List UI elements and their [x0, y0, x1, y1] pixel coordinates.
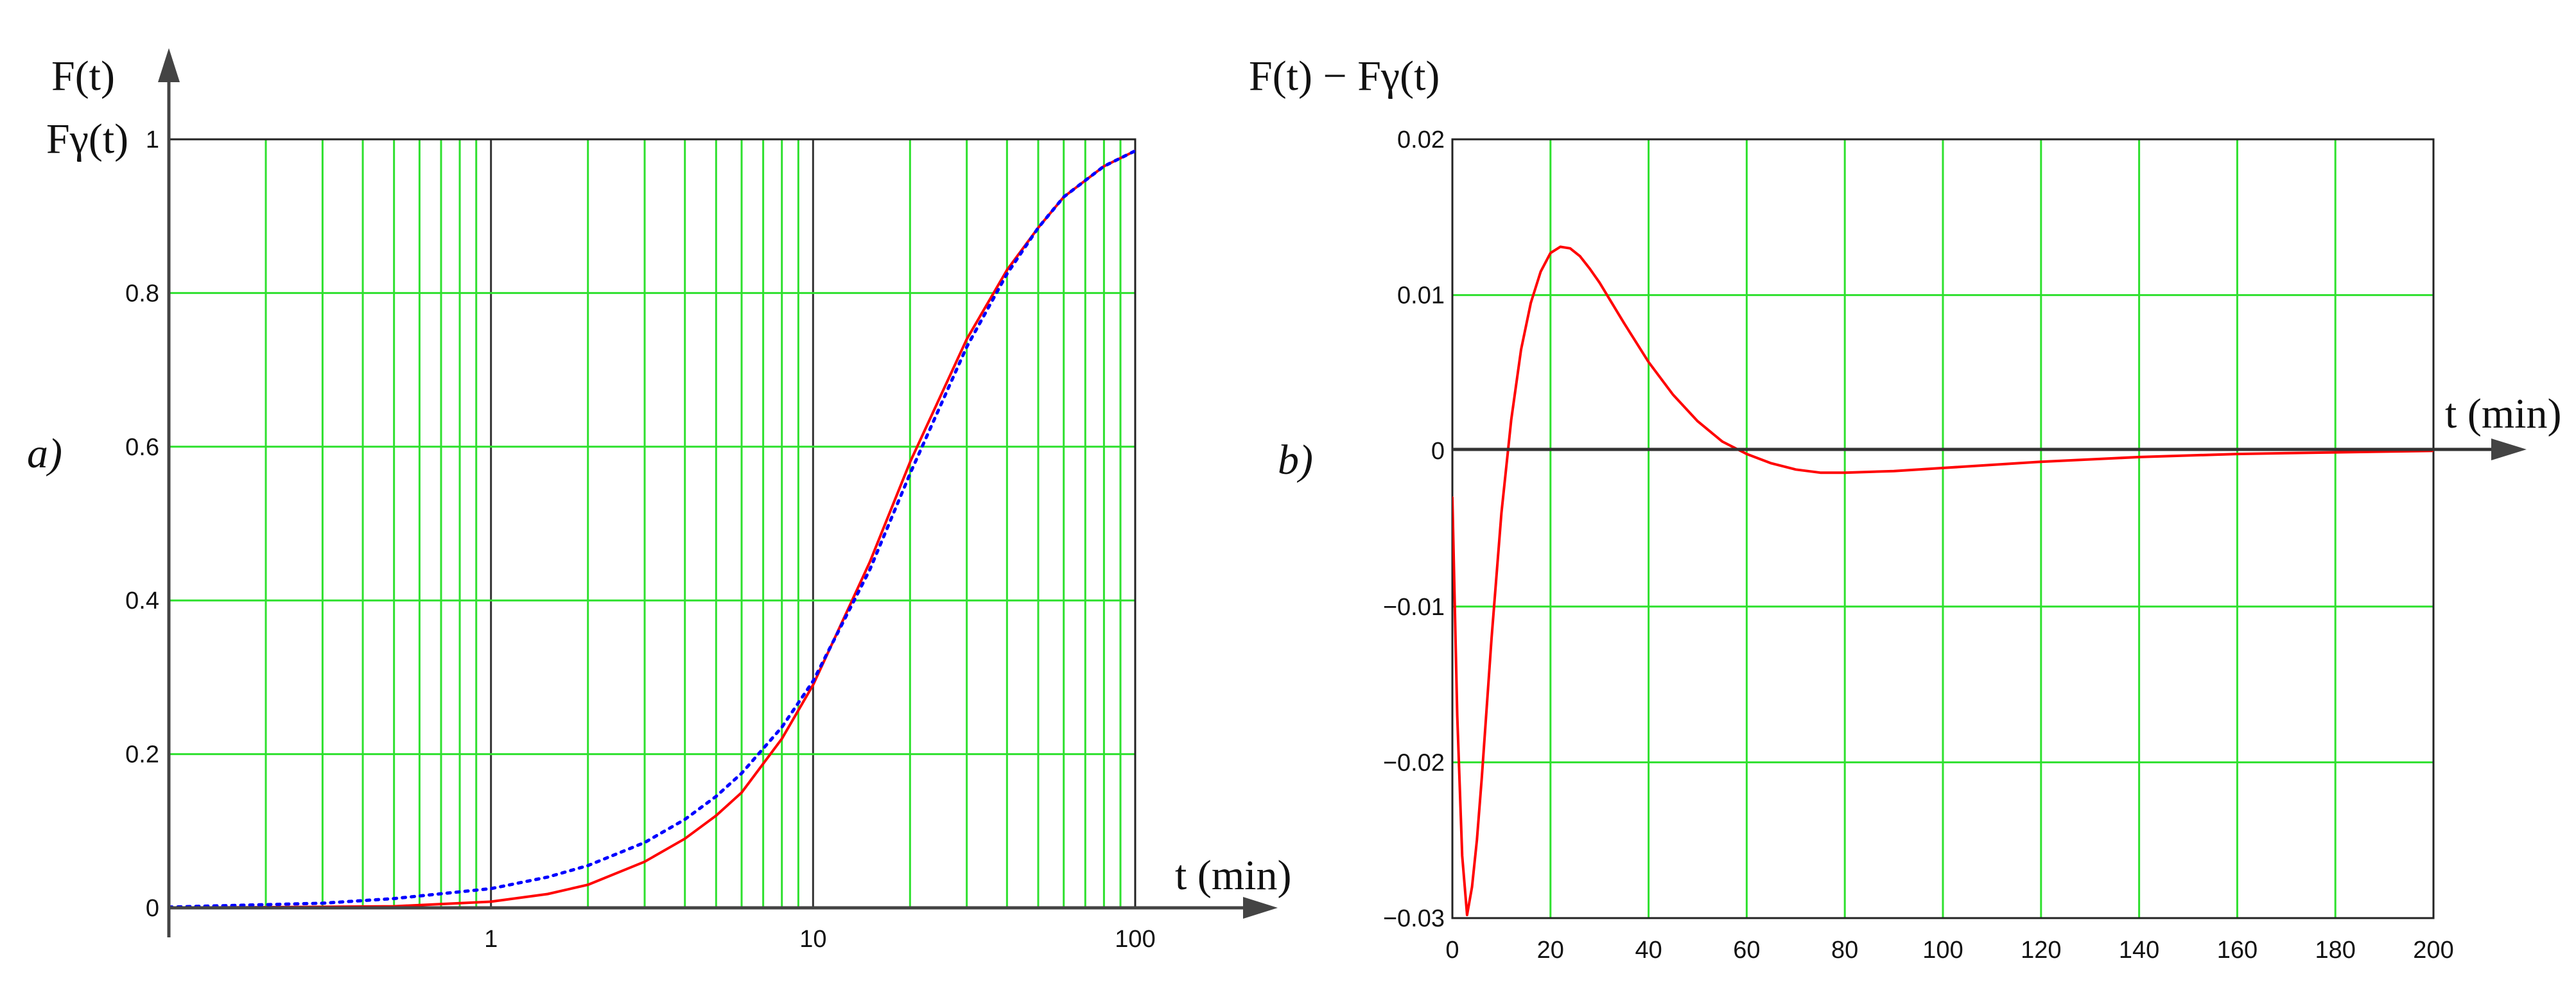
chart-b-y-tick-label: 0.01 [1397, 282, 1445, 309]
chart-a-x-tick-label: 1 [484, 926, 498, 953]
chart-a-series-1-line [169, 150, 1135, 908]
chart-a-y-axis-arrow [158, 48, 180, 82]
chart-a-series-group [169, 149, 1135, 908]
chart-b-x-tick-label: 20 [1537, 937, 1564, 964]
chart-b-ylabel: F(t) − Fγ(t) [1249, 53, 1440, 100]
chart-b-xlabel: t (min) [2445, 390, 2561, 437]
chart-a-grid [169, 139, 1135, 908]
chart-a-x-axis-arrow [1243, 897, 1278, 919]
chart-b-y-tick-label: −0.01 [1383, 594, 1445, 621]
chart-b-y-tick-label: −0.03 [1383, 905, 1445, 932]
chart-b-grid [1452, 139, 2433, 918]
chart-b-y-tick-label: 0 [1431, 438, 1445, 465]
chart-a-y-tick-label: 0.6 [125, 434, 159, 461]
chart-a-ylabel-2: Fγ(t) [46, 116, 128, 162]
chart-b-series-1-line [1452, 245, 2433, 917]
chart-a-x-tick-label: 100 [1115, 926, 1155, 953]
chart-a-y-tick-label: 0.8 [125, 280, 159, 307]
chart-b: 0.020.010−0.01−0.02−0.030 20 40 60 80 100 120 1… [1249, 53, 2561, 964]
chart-a-panel-label: a) [27, 430, 62, 477]
chart-b-x-axis-arrow [2491, 439, 2527, 460]
chart-a-frame [168, 138, 1136, 909]
chart-b-series-group [1452, 245, 2433, 917]
chart-a-y-tick-label: 0.4 [125, 587, 159, 614]
chart-b-x-tick-label: 120 [2021, 937, 2061, 964]
chart-a-y-tick-label: 0 [146, 895, 159, 922]
chart-a-y-tick-label: 1 [146, 126, 159, 153]
chart-a-y-tick-label: 0.2 [125, 742, 159, 769]
chart-a: 00.20.40.60.811 10 100 F(t) Fγ(t) t (min) … [27, 48, 1291, 953]
chart-b-panel-label: b) [1278, 437, 1313, 483]
chart-b-x-tick-label: 40 [1635, 937, 1662, 964]
chart-a-series-2-line [169, 149, 1135, 908]
chart-a-ylabel-1: F(t) [51, 53, 115, 100]
chart-b-x-tick-label: 100 [1922, 937, 1963, 964]
chart-b-x-tick-label: 160 [2217, 937, 2258, 964]
chart-b-x-tick-label: 60 [1733, 937, 1760, 964]
chart-a-x-tick-label: 10 [799, 926, 826, 953]
chart-b-x-tick-label: 0 [1445, 937, 1459, 964]
chart-b-x-tick-label: 200 [2413, 937, 2453, 964]
chart-b-x-tick-label: 140 [2119, 937, 2159, 964]
chart-b-x-tick-label: 80 [1831, 937, 1858, 964]
chart-b-y-tick-label: 0.02 [1397, 126, 1445, 153]
chart-b-x-tick-label: 180 [2315, 937, 2355, 964]
chart-a-xlabel: t (min) [1175, 852, 1291, 899]
chart-b-y-tick-label: −0.02 [1383, 749, 1445, 776]
chart-b-tick-labels: 0.020.010−0.01−0.02−0.030 20 40 60 80 100 120 1… [1383, 126, 2454, 964]
chart-a-tick-labels: 0 0.2 0.4 0.6 0.8 1 1 10 100 [125, 126, 1156, 953]
